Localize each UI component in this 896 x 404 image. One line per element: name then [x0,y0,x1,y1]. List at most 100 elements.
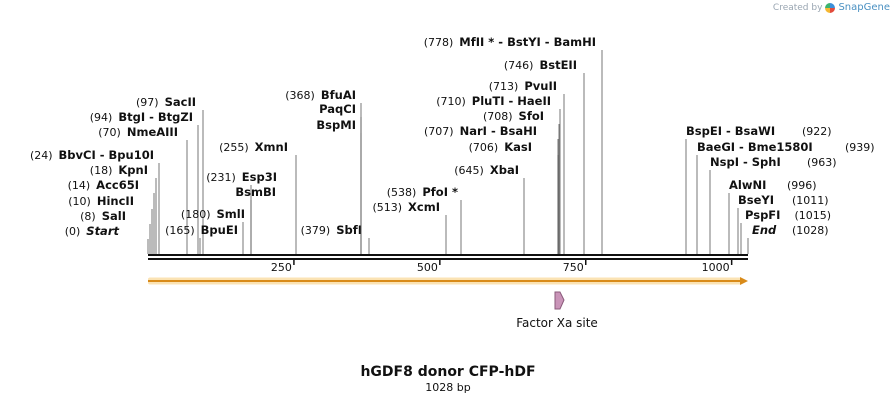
site-position: (18) [90,164,113,177]
restriction-site[interactable]: BspEI - BsaWI (922) [685,124,832,254]
site-position: (1028) [792,224,829,237]
site-enzyme-names: Acc65I [96,178,139,192]
restriction-site[interactable]: PluTI - HaeII (710) [436,94,561,254]
site-enzyme-names: XcmI [408,200,440,214]
restriction-site[interactable]: PvuII (713) [489,79,565,254]
restriction-site[interactable]: XmnI (255) [219,140,297,254]
site-enzyme-names: SalI [102,209,126,223]
restriction-site[interactable]: Start (0) [65,224,149,254]
credit-brand: SnapGene [838,2,890,13]
site-enzyme-names: PvuII [524,79,557,93]
credit-badge[interactable]: Created by SnapGene [773,2,890,13]
site-position: (706) [469,141,499,154]
scale-tick-label: 250 [271,261,292,274]
site-position: (922) [802,125,832,138]
restriction-site[interactable]: BseYI (1011) [737,193,829,254]
site-position: (963) [807,156,837,169]
site-position: (94) [90,111,113,124]
restriction-site[interactable]: PspFI (1015) [740,208,831,254]
site-enzyme-names: AlwNI [729,178,766,192]
site-position: (255) [219,141,249,154]
site-enzyme-names: NarI - BsaHI [460,124,537,138]
site-position: (1015) [794,209,831,222]
orf-arrowhead [740,277,748,285]
restriction-site[interactable]: SacII (97) [136,95,204,254]
restriction-site[interactable]: BstEII (746) [504,58,585,254]
site-enzyme-names: BaeGI - Bme1580I [697,140,813,154]
site-enzyme-names: BtgI - BtgZI [118,110,193,124]
restriction-site[interactable]: BaeGI - Bme1580I (939) [696,140,875,254]
site-position: (368) [285,89,315,102]
site-enzyme-names: SmlI [217,207,246,221]
site-enzyme-names: SfoI [519,109,544,123]
restriction-site[interactable]: Acc65I (14) [68,178,155,254]
site-enzyme-names: PfoI * [422,185,458,199]
map-title: hGDF8 donor CFP-hDF [360,364,536,380]
scale-tick-label: 500 [417,261,438,274]
site-enzyme-names: BspMI [316,118,356,132]
site-enzyme-names: End [752,223,777,237]
credit-text: Created by [772,2,823,13]
restriction-site[interactable]: MfII * - BstYI - BamHI (778) [424,35,603,254]
site-enzyme-names: BseYI [738,193,774,207]
site-position: (645) [454,164,484,177]
restriction-site[interactable]: End (1028) [747,223,829,254]
site-enzyme-names: Start [86,224,119,238]
site-enzyme-names: PluTI - HaeII [472,94,551,108]
site-position: (10) [68,195,91,208]
restriction-site[interactable]: NspI - SphI (963) [709,155,837,254]
restriction-site[interactable]: NmeAIII (70) [98,125,188,254]
restriction-site[interactable]: PfoI * (538) [387,185,462,254]
site-enzyme-names: NspI - SphI [710,155,781,169]
site-position: (180) [181,208,211,221]
restriction-site[interactable]: KasI (706) [469,140,559,254]
site-position: (165) [165,224,195,237]
restriction-site[interactable]: AlwNI (996) [728,178,817,254]
restriction-site[interactable]: HincII (10) [68,194,153,254]
site-position: (713) [489,80,519,93]
restriction-site[interactable]: BpuEI (165) [165,223,238,254]
restriction-site[interactable]: XbaI (645) [454,163,525,254]
restriction-site[interactable]: BbvCI - Bpu10I (24) [30,148,160,254]
site-enzyme-names: KpnI [118,163,148,177]
restriction-site[interactable]: SbfI (379) [301,223,370,254]
restriction-site[interactable]: KpnI (18) [90,163,157,254]
feature-factor-xa-marker [554,291,565,310]
snapgene-logo-icon [825,2,836,13]
scale-tick-label: 750 [563,261,584,274]
site-position: (996) [787,179,817,192]
site-position: (708) [483,110,513,123]
site-position: (939) [845,141,875,154]
restriction-site[interactable]: NarI - BsaHI (707) [424,124,559,254]
site-position: (538) [387,186,417,199]
site-enzyme-names: PspFI [745,208,780,222]
restriction-site[interactable]: SalI (8) [80,209,151,254]
restriction-site[interactable]: BtgI - BtgZI (94) [90,110,199,254]
site-enzyme-names: PaqCI [319,102,356,116]
site-position: (70) [98,126,121,139]
restriction-site[interactable]: Esp3I (231) [206,170,277,254]
site-enzyme-names: BfuAI [321,88,356,102]
site-position: (1011) [792,194,829,207]
site-enzyme-names: XmnI [255,140,288,154]
site-position: (97) [136,96,159,109]
site-position: (0) [65,225,81,238]
site-position: (778) [424,36,454,49]
site-enzyme-names: XbaI [490,163,519,177]
restriction-site[interactable]: XcmI (513) [372,200,447,254]
restriction-site[interactable]: SfoI (708) [483,109,560,254]
restriction-site[interactable]: SmlI (180) [181,207,245,254]
restriction-site[interactable]: BspMI [316,118,362,254]
site-position: (710) [436,95,466,108]
site-enzyme-names: SacII [165,95,196,109]
site-enzyme-names: BpuEI [201,223,238,237]
site-position: (707) [424,125,454,138]
restriction-site[interactable]: BsmBI [235,185,276,254]
site-position: (231) [206,171,236,184]
site-enzyme-names: NmeAIII [127,125,178,139]
site-enzyme-names: BsmBI [235,185,276,199]
site-position: (14) [68,179,91,192]
site-enzyme-names: HincII [97,194,134,208]
scale-tick-label: 1000 [702,261,730,274]
